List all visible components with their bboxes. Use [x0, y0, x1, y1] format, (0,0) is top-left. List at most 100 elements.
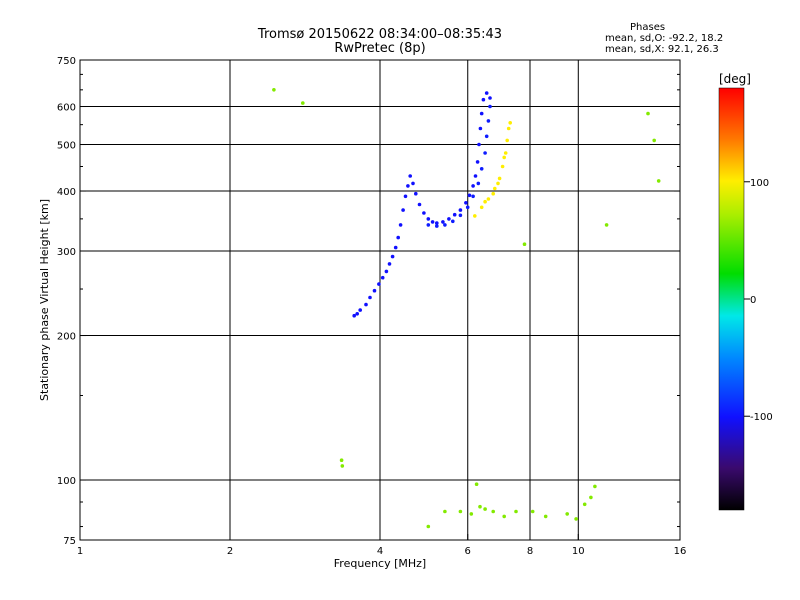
data-point: [522, 242, 527, 246]
data-point: [272, 88, 276, 92]
data-point: [478, 126, 483, 131]
data-point: [497, 176, 502, 181]
data-point: [339, 458, 344, 463]
axis-ticks: 1 2 4 6 8 10 16 75 100 200 300 400 500 600 750: [57, 56, 686, 557]
data-point: [435, 224, 439, 228]
y-tick-label: 75: [63, 536, 76, 547]
data-point: [451, 219, 455, 224]
data-point: [505, 138, 510, 143]
data-point: [469, 512, 474, 516]
data-point: [483, 151, 487, 155]
data-point: [352, 313, 357, 318]
colorbar-tick-label: 0: [750, 295, 756, 306]
data-point: [447, 217, 451, 221]
x-tick-label: 8: [527, 546, 533, 557]
data-point: [474, 482, 479, 487]
data-point: [473, 214, 477, 218]
data-point: [390, 254, 395, 259]
chart-subtitle: RwPretec (8p): [334, 41, 426, 56]
data-point: [478, 504, 482, 509]
x-tick-label: 10: [572, 546, 585, 557]
data-point: [543, 514, 548, 519]
data-point: [408, 174, 413, 178]
y-tick-label: 500: [57, 141, 76, 152]
data-point: [387, 262, 392, 266]
y-tick-label: 300: [57, 247, 76, 258]
data-point: [502, 155, 507, 160]
x-tick-label: 2: [227, 546, 233, 557]
data-point: [646, 111, 650, 116]
data-point: [340, 464, 345, 468]
colorbar-ticks: 100 0 -100: [744, 178, 773, 423]
data-point: [430, 220, 435, 224]
data-point: [473, 174, 478, 178]
data-point: [467, 193, 472, 198]
x-tick-label: 4: [377, 546, 383, 557]
data-point: [479, 111, 484, 116]
x-tick-label: 16: [674, 546, 687, 557]
y-axis-label: Stationary phase Virtual Height [km]: [38, 199, 51, 401]
data-point: [486, 197, 491, 201]
data-point: [426, 223, 431, 227]
data-point: [483, 199, 487, 204]
data-point: [481, 97, 486, 102]
data-point: [414, 191, 418, 196]
phase-stats-heading: Phases: [630, 22, 666, 33]
data-point: [458, 208, 463, 212]
data-point: [514, 509, 518, 514]
y-tick-label: 750: [57, 56, 76, 67]
data-point: [364, 302, 368, 307]
data-point: [491, 191, 496, 196]
data-point: [443, 223, 447, 227]
phase-stats-o: mean, sd,O: -92.2, 18.2: [605, 33, 724, 44]
x-axis-label: Frequency [MHz]: [334, 557, 426, 570]
data-point: [508, 121, 512, 125]
data-point: [406, 184, 410, 188]
colorbar-tick-label: -100: [750, 412, 773, 423]
data-point: [368, 295, 372, 300]
colorbar-label: [deg]: [719, 72, 751, 86]
data-point: [377, 282, 381, 286]
phase-stats-x: mean, sd,X: 92.1, 26.3: [605, 44, 719, 55]
data-point: [656, 179, 661, 183]
data-point: [435, 221, 439, 225]
data-point: [530, 509, 535, 514]
data-point: [484, 134, 489, 139]
grid-lines: [80, 60, 680, 540]
y-tick-label: 200: [57, 332, 76, 343]
data-point: [589, 495, 593, 500]
data-point: [384, 269, 389, 274]
data-point: [372, 288, 377, 293]
data-point: [441, 220, 445, 224]
data-point: [488, 96, 492, 100]
data-point: [506, 126, 511, 131]
colorbar: [718, 87, 745, 511]
data-point: [401, 208, 405, 212]
data-point: [488, 104, 492, 109]
data-point: [565, 512, 569, 516]
data-point: [475, 160, 480, 164]
data-point: [483, 507, 487, 511]
data-point: [355, 312, 360, 316]
data-point: [426, 217, 431, 221]
data-point: [411, 181, 415, 186]
data-point: [652, 138, 656, 143]
y-tick-label: 400: [57, 187, 76, 198]
x-tick-label: 6: [465, 546, 471, 557]
data-point: [502, 514, 507, 519]
data-point: [604, 223, 609, 227]
colorbar-tick-label: 100: [750, 178, 769, 189]
data-point: [503, 151, 508, 155]
data-point: [393, 245, 398, 250]
data-point: [403, 194, 408, 199]
data-point: [593, 484, 597, 489]
data-point: [491, 509, 496, 514]
data-point: [486, 119, 491, 123]
data-point: [574, 517, 578, 521]
data-point: [301, 101, 305, 105]
data-point: [582, 502, 587, 507]
data-point: [476, 181, 481, 186]
data-point: [398, 223, 403, 227]
data-point: [443, 509, 447, 514]
